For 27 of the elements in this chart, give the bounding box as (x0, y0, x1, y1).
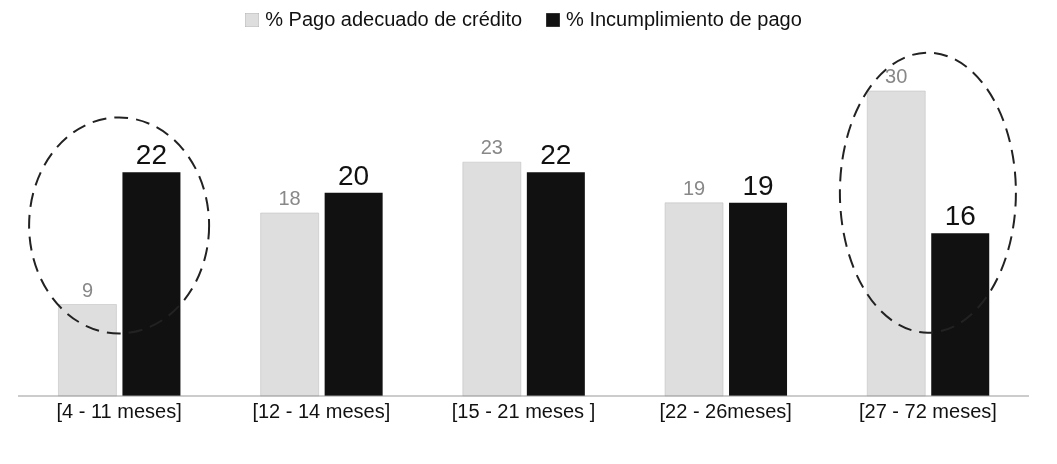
x-tick-label: [4 - 11 meses] (56, 400, 182, 423)
bar (260, 212, 319, 397)
bar (931, 233, 990, 396)
data-label: 20 (338, 159, 370, 191)
x-tick-label: [12 - 14 meses] (252, 400, 391, 423)
x-tick-label: [15 - 21 meses ] (451, 400, 596, 423)
data-label: 18 (278, 187, 301, 209)
bar (324, 192, 383, 396)
bar (58, 304, 117, 397)
data-label: 23 (480, 136, 503, 159)
bar (462, 161, 522, 397)
legend-label: % Pago adecuado de crédito (264, 8, 523, 31)
bar (664, 202, 724, 397)
legend-label: % Incumplimiento de pago (565, 8, 802, 31)
data-label: 19 (742, 169, 774, 201)
data-label: 16 (944, 200, 976, 232)
bar (526, 172, 585, 396)
data-label: 22 (135, 139, 168, 171)
bar (122, 172, 181, 396)
bar (729, 202, 788, 396)
data-label: 30 (885, 65, 908, 87)
data-label: 9 (81, 278, 93, 301)
x-tick-label: [22 - 26meses] (659, 400, 792, 423)
data-label: 22 (540, 139, 572, 171)
x-tick-label: [27 - 72 meses] (858, 400, 997, 423)
data-label: 19 (682, 176, 706, 199)
bar (866, 90, 926, 397)
